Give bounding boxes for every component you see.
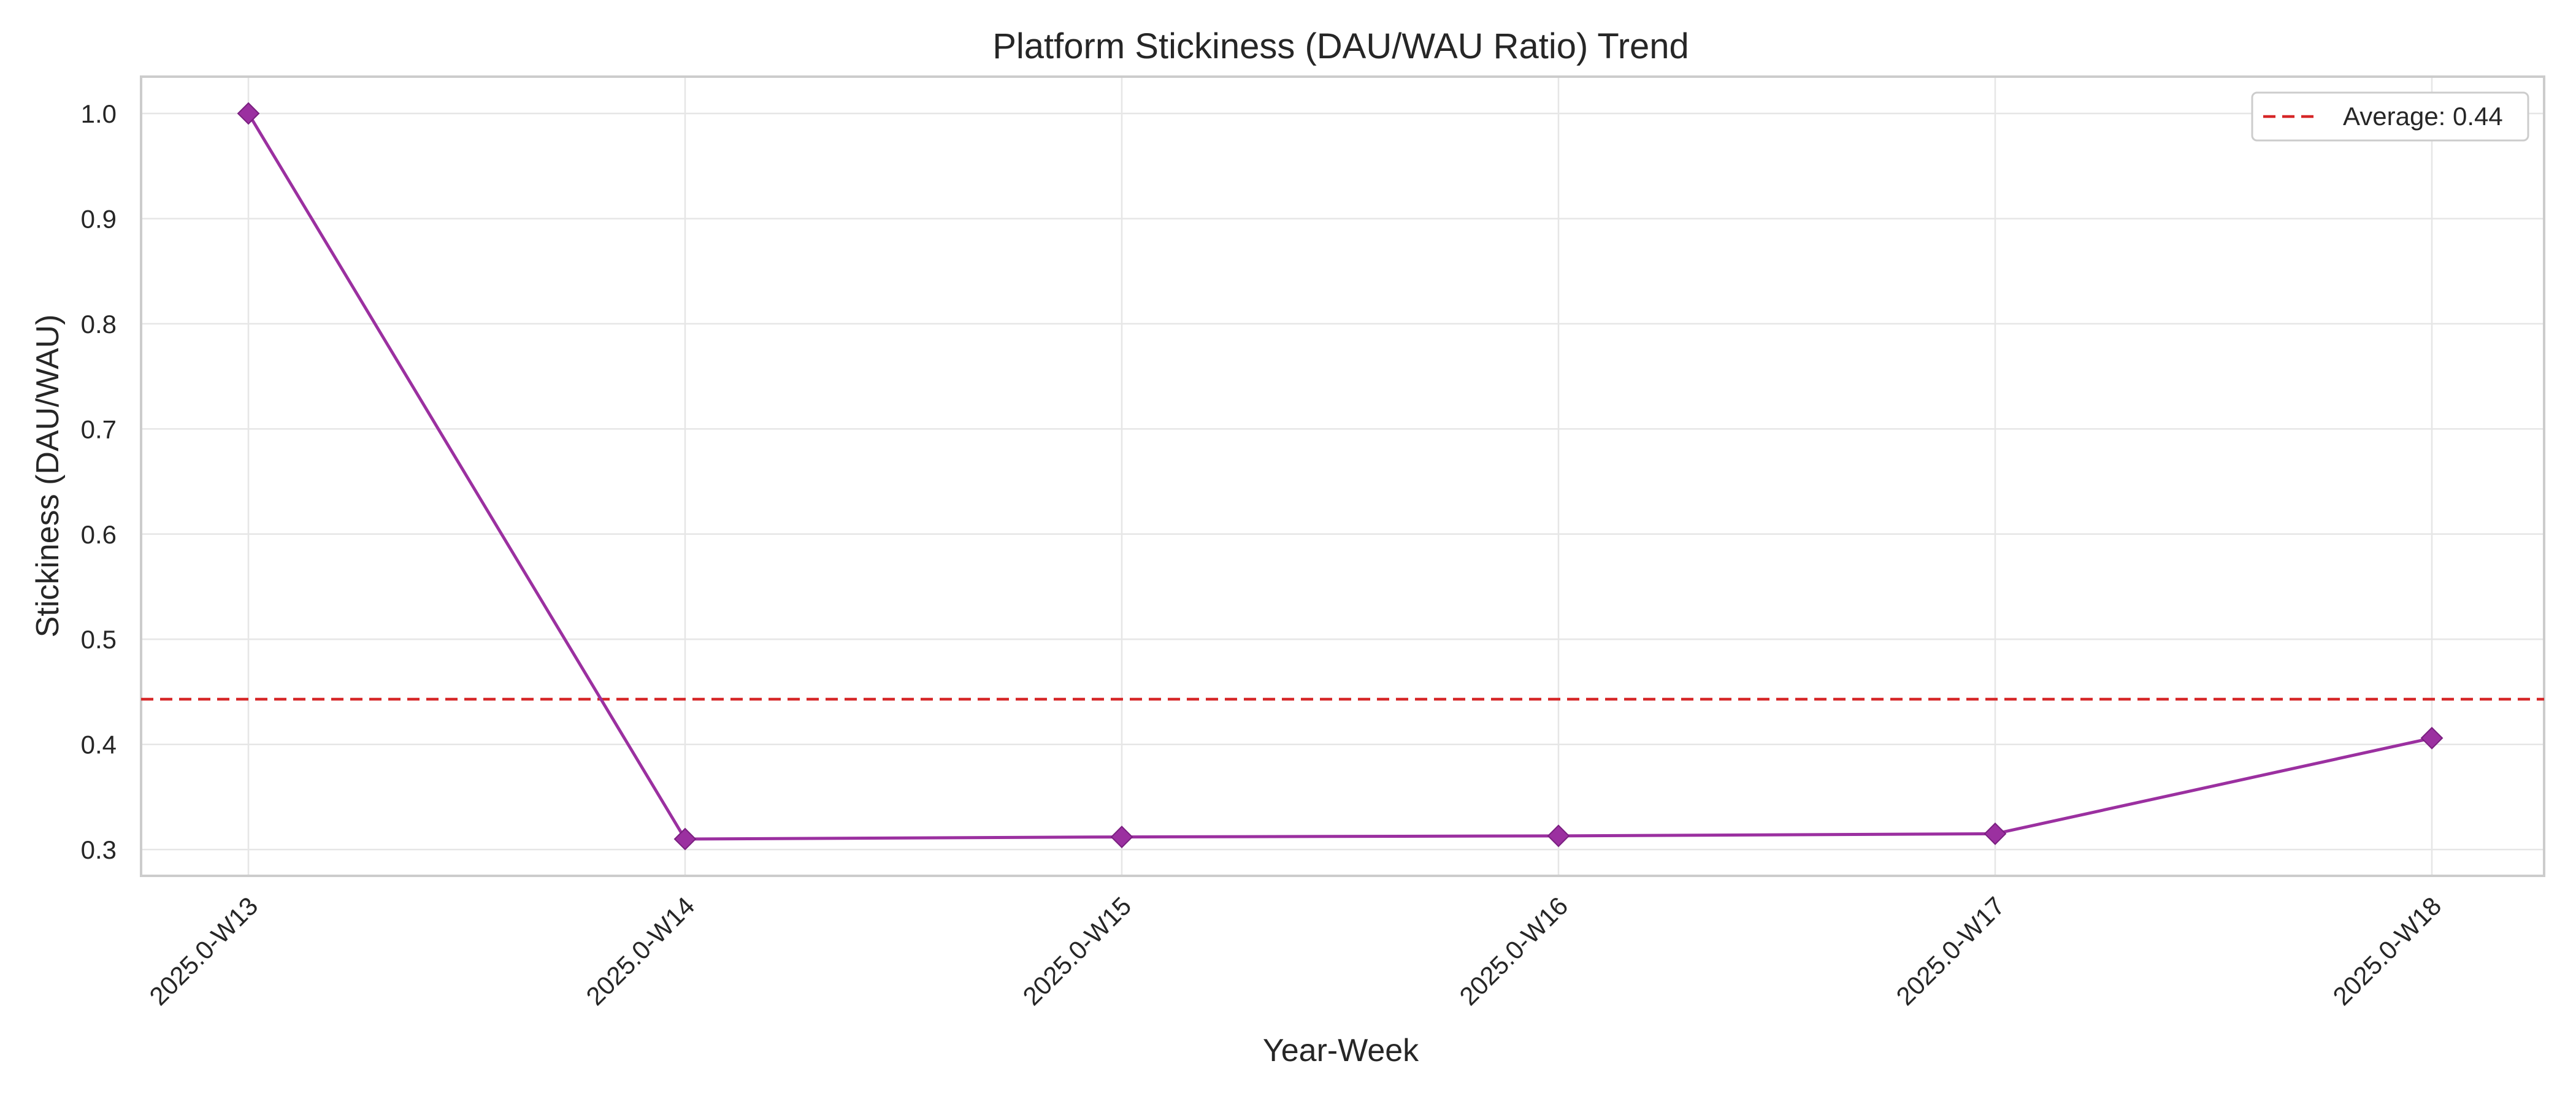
y-tick-label: 0.4 xyxy=(81,730,117,759)
y-tick-label: 1.0 xyxy=(81,99,117,128)
series-line xyxy=(247,112,2432,841)
x-tick-label: 2025.0-W18 xyxy=(2327,891,2447,1011)
y-tick-label: 0.3 xyxy=(81,835,117,864)
data-point xyxy=(237,102,260,125)
data-point xyxy=(673,827,697,851)
data-point xyxy=(1110,826,1133,848)
x-tick-label: 2025.0-W15 xyxy=(1017,891,1137,1011)
y-tick-label: 0.7 xyxy=(81,415,117,443)
y-tick-label: 0.6 xyxy=(81,520,117,549)
grid-lines xyxy=(141,77,2544,876)
y-axis-label: Stickiness (DAU/WAU) xyxy=(30,315,66,638)
legend-label-average: Average: 0.44 xyxy=(2343,102,2503,131)
data-markers xyxy=(237,102,2444,851)
x-axis-ticks: 2025.0-W13 2025.0-W14 2025.0-W15 2025.0-W16… xyxy=(144,891,2447,1011)
y-axis-ticks: 0.3 0.4 0.5 0.6 0.7 0.8 0.9 1.0 xyxy=(81,99,117,864)
x-tick-label: 2025.0-W16 xyxy=(1454,891,1573,1011)
y-tick-label: 0.9 xyxy=(81,204,117,233)
x-tick-label: 2025.0-W14 xyxy=(580,891,700,1011)
y-tick-label: 0.8 xyxy=(81,310,117,339)
legend-box xyxy=(2251,91,2529,142)
plot-area-frame xyxy=(140,75,2545,877)
x-axis-label: Year-Week xyxy=(1263,1033,1419,1068)
data-point xyxy=(2420,726,2444,749)
chart-title: Platform Stickiness (DAU/WAU Ratio) Tren… xyxy=(992,26,1689,66)
y-tick-label: 0.5 xyxy=(81,625,117,654)
x-tick-label: 2025.0-W13 xyxy=(144,891,263,1011)
data-point xyxy=(1984,822,2007,845)
x-tick-label: 2025.0-W17 xyxy=(1890,891,2010,1011)
data-point xyxy=(1547,824,1570,848)
legend: Average: 0.44 xyxy=(2251,91,2529,142)
